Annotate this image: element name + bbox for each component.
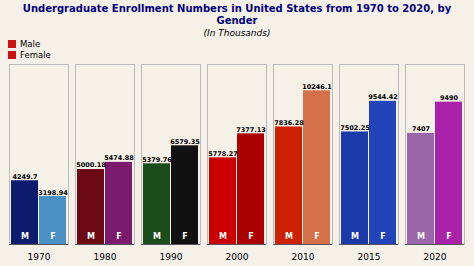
svg-text:1970: 1970	[28, 252, 51, 262]
svg-text:M: M	[417, 232, 425, 241]
svg-text:F: F	[182, 232, 187, 241]
html-text:Undergraduate Enrollment Numbe: Undergraduate Enrollment Numbers in Unit…	[22, 3, 452, 26]
svg-text:5000.18: 5000.18	[76, 161, 106, 169]
svg-text:4249.7: 4249.7	[12, 173, 37, 181]
svg-text:1990: 1990	[160, 252, 183, 262]
svg-text:7407: 7407	[412, 125, 430, 133]
svg-text:6579.35: 6579.35	[170, 138, 200, 146]
svg-text:M: M	[87, 232, 95, 241]
html-text:(In Thousands): (In Thousands)	[203, 28, 271, 38]
svg-text:M: M	[219, 232, 227, 241]
svg-text:M: M	[285, 232, 293, 241]
svg-text:F: F	[50, 232, 55, 241]
svg-text:F: F	[248, 232, 253, 241]
svg-text:10246.1: 10246.1	[302, 83, 332, 91]
svg-text:F: F	[446, 232, 451, 241]
svg-text:2010: 2010	[292, 252, 315, 262]
html-text:Male: Male	[20, 39, 41, 49]
svg-text:7377.13: 7377.13	[236, 126, 266, 134]
svg-text:7502.25: 7502.25	[340, 124, 370, 132]
svg-text:F: F	[116, 232, 121, 241]
svg-text:9490: 9490	[440, 94, 459, 102]
svg-text:5379.76: 5379.76	[142, 156, 172, 164]
svg-text:2020: 2020	[424, 252, 447, 262]
svg-text:7836.28: 7836.28	[274, 119, 304, 127]
svg-text:F: F	[380, 232, 385, 241]
svg-text:2000: 2000	[226, 252, 249, 262]
svg-text:5778.27: 5778.27	[208, 150, 238, 158]
svg-text:1980: 1980	[94, 252, 117, 262]
svg-text:M: M	[21, 232, 29, 241]
svg-text:M: M	[153, 232, 161, 241]
svg-text:3198.94: 3198.94	[38, 189, 68, 197]
svg-text:M: M	[351, 232, 359, 241]
svg-text:F: F	[314, 232, 319, 241]
svg-text:5474.88: 5474.88	[104, 154, 134, 162]
svg-text:2015: 2015	[358, 252, 381, 262]
html-text:Female: Female	[20, 50, 51, 60]
svg-text:9544.42: 9544.42	[368, 93, 398, 101]
